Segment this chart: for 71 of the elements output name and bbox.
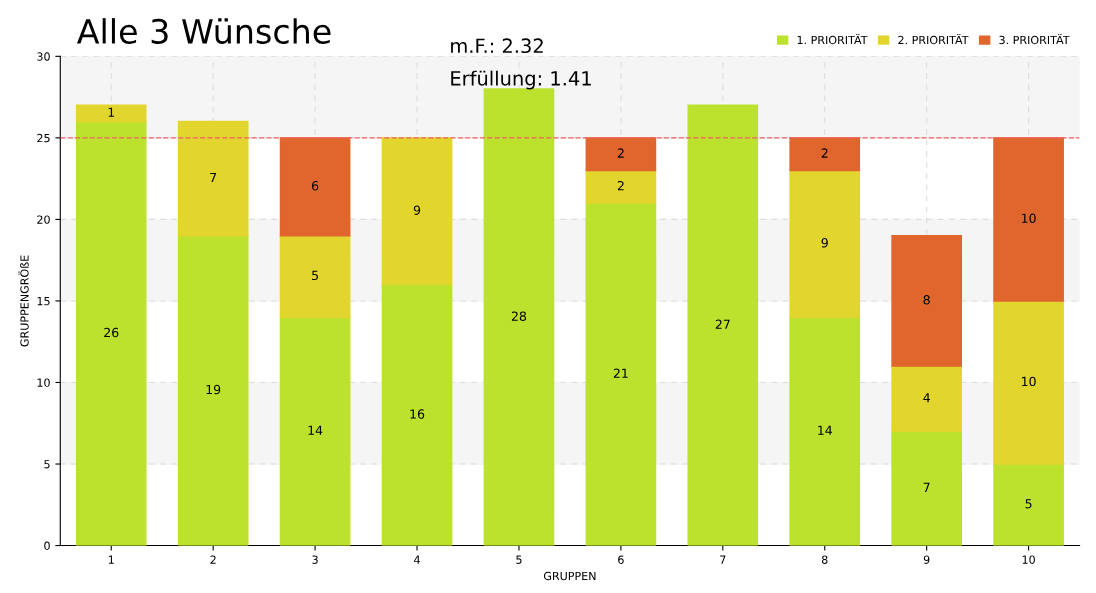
data-label: 9 [413, 205, 421, 215]
data-label: 14 [308, 425, 323, 435]
y-tick-label: 5 [44, 460, 50, 469]
x-tick-label: 3 [312, 555, 318, 564]
x-tick-label: 5 [516, 555, 522, 564]
data-label: 19 [206, 384, 221, 395]
bar [687, 104, 759, 546]
data-label: 6 [312, 180, 319, 191]
bar [483, 88, 555, 546]
data-label: 4 [923, 393, 930, 403]
bar [993, 463, 1064, 546]
x-tick-label: 9 [923, 555, 930, 564]
data-label: 26 [104, 327, 119, 338]
data-label: 2 [617, 180, 624, 191]
legend-label: 3. PRIORITÄT [999, 33, 1070, 45]
bar [177, 235, 249, 546]
bar [279, 316, 351, 546]
bar [381, 137, 453, 286]
bar [585, 169, 657, 204]
bar [789, 169, 861, 318]
bar [177, 120, 249, 237]
y-tick-label: 0 [44, 541, 50, 550]
x-tick-label: 7 [720, 555, 726, 564]
bar [75, 104, 147, 123]
data-label: 28 [511, 311, 527, 321]
data-label: 5 [1025, 499, 1032, 509]
data-label: 8 [923, 295, 930, 305]
bar [993, 137, 1064, 302]
data-label: 9 [821, 238, 828, 248]
x-tick-label: 2 [210, 555, 216, 564]
legend-label: 2. PRIORITÄT [898, 33, 969, 45]
y-axis-title: GRUPPENGRÖßE [18, 255, 29, 347]
y-tick-label: 10 [37, 378, 50, 387]
bar [585, 137, 657, 172]
data-label: 7 [923, 482, 930, 492]
x-tick-label: 6 [618, 555, 624, 564]
y-tick-label: 30 [37, 52, 50, 61]
x-tick-label: 4 [414, 555, 420, 564]
data-label: 5 [312, 270, 318, 281]
data-label: 16 [410, 409, 425, 419]
annotation: Erfüllung: 1.41 [451, 70, 591, 90]
data-label: 1 [108, 107, 115, 117]
chart-title: Alle 3 Wünsche [76, 18, 331, 44]
data-label: 2 [821, 148, 828, 158]
bar [891, 365, 963, 433]
text: m.F.: 2.32 [451, 38, 543, 54]
data-label: 27 [715, 319, 730, 329]
data-label: 21 [613, 368, 628, 378]
y-tick-label: 15 [37, 297, 50, 306]
bar [891, 235, 963, 367]
bar [789, 137, 861, 172]
data-label: 7 [210, 172, 217, 183]
bar [381, 283, 453, 546]
bar [279, 137, 351, 237]
bar [891, 430, 963, 546]
y-tick-label: 20 [37, 215, 50, 224]
x-axis-title: GRUPPEN [543, 571, 596, 581]
bar [993, 300, 1064, 465]
bar [585, 202, 657, 546]
bar [279, 235, 351, 318]
data-label: 2 [617, 148, 624, 158]
x-tick-label: 10 [1022, 555, 1035, 564]
data-label: 14 [818, 425, 832, 435]
bar [789, 316, 861, 546]
x-tick-label: 8 [821, 555, 828, 564]
data-label: 10 [1022, 376, 1036, 387]
x-tick-label: 1 [108, 555, 114, 564]
data-label: 10 [1022, 213, 1036, 224]
bar [75, 120, 147, 546]
legend-label: 1. PRIORITÄT [797, 33, 868, 45]
y-tick-label: 25 [37, 133, 50, 143]
